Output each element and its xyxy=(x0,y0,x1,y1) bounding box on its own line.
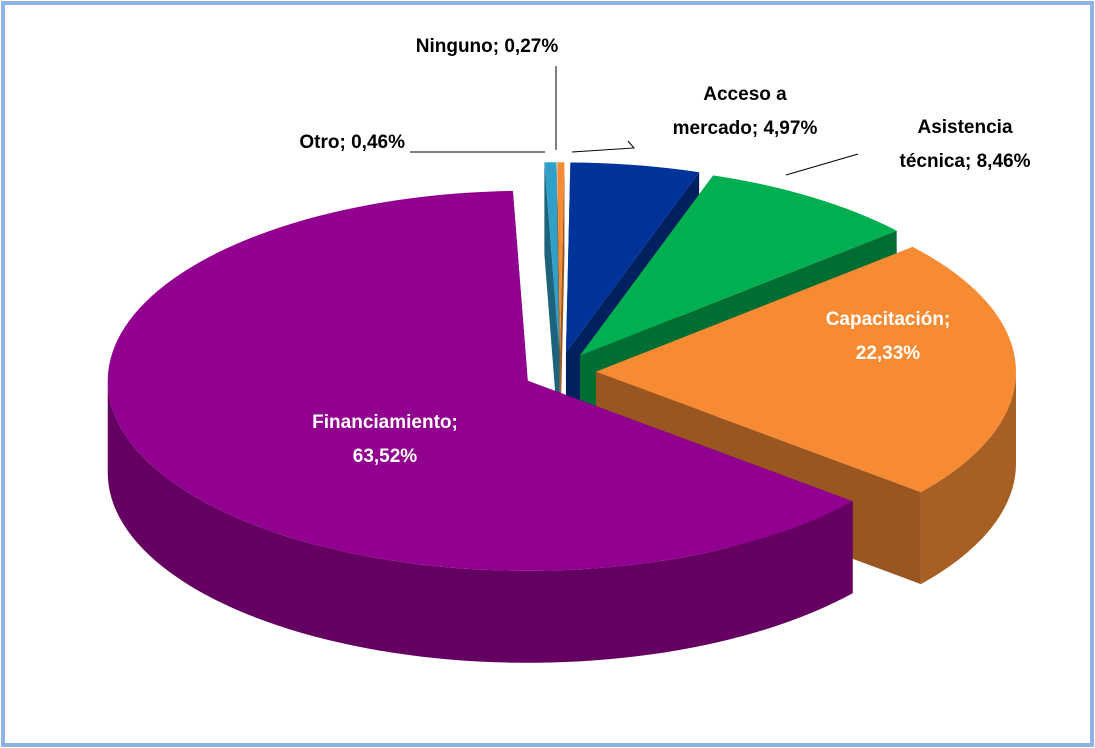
slice xyxy=(107,190,853,663)
slice-face xyxy=(557,162,561,445)
slice-top xyxy=(565,162,700,353)
slice-top xyxy=(107,190,853,571)
data-label: Financiamiento; 63,52% xyxy=(312,412,458,467)
leader-line xyxy=(571,140,636,153)
leader-line xyxy=(785,153,859,176)
slice-top xyxy=(595,246,1016,493)
slice-top xyxy=(544,162,560,353)
slice-side xyxy=(920,371,1016,585)
data-label: Capacitación; 22,33% xyxy=(826,309,951,364)
data-label: Asistencia técnica; 8,46% xyxy=(900,117,1031,172)
slice-top xyxy=(579,175,897,356)
data-label: Otro; 0,46% xyxy=(299,132,405,153)
data-label: Ninguno; 0,27% xyxy=(416,36,559,57)
pie xyxy=(107,162,1016,663)
slice-top xyxy=(557,162,565,353)
slice-face xyxy=(560,162,565,445)
slice xyxy=(544,162,560,445)
slice-face xyxy=(544,162,560,445)
slice xyxy=(557,162,565,445)
slice-side xyxy=(107,380,853,663)
data-labels: Acceso a mercado; 4,97% Asistencia técnica;… xyxy=(299,36,1030,467)
data-label: Acceso a mercado; 4,97% xyxy=(673,84,818,139)
